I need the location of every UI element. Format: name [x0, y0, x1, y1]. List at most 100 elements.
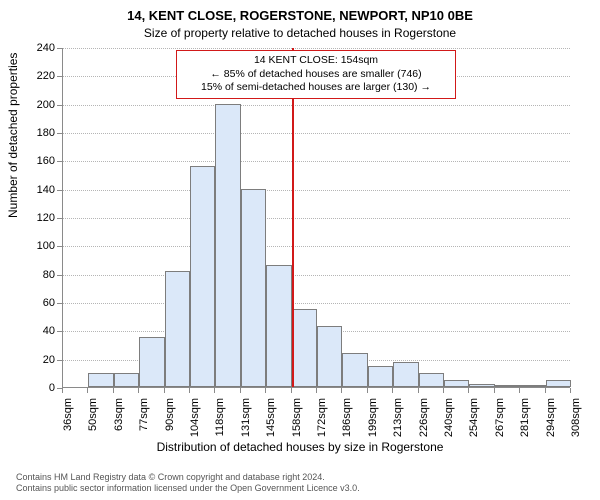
x-tick-label: 172sqm	[316, 398, 328, 448]
y-tick-mark	[57, 76, 62, 77]
x-tick-mark	[443, 388, 444, 393]
gridline	[63, 303, 570, 304]
x-tick-mark	[291, 388, 292, 393]
histogram-bar	[419, 373, 444, 387]
x-tick-label: 213sqm	[392, 398, 404, 448]
x-tick-mark	[240, 388, 241, 393]
x-tick-label: 131sqm	[240, 398, 252, 448]
y-tick-label: 100	[15, 240, 55, 252]
x-tick-label: 104sqm	[189, 398, 201, 448]
footer-line2: Contains public sector information licen…	[16, 483, 360, 494]
x-tick-label: 118sqm	[214, 398, 226, 448]
x-tick-mark	[265, 388, 266, 393]
histogram-bar	[215, 104, 240, 387]
x-tick-mark	[164, 388, 165, 393]
x-tick-label: 77sqm	[138, 398, 150, 448]
y-tick-label: 40	[15, 325, 55, 337]
x-tick-mark	[189, 388, 190, 393]
x-tick-mark	[392, 388, 393, 393]
y-tick-mark	[57, 246, 62, 247]
y-tick-mark	[57, 48, 62, 49]
x-tick-mark	[418, 388, 419, 393]
histogram-bar	[88, 373, 113, 387]
x-tick-label: 199sqm	[367, 398, 379, 448]
x-tick-mark	[316, 388, 317, 393]
gridline	[63, 133, 570, 134]
y-tick-mark	[57, 133, 62, 134]
histogram-bar	[190, 166, 215, 387]
y-tick-mark	[57, 161, 62, 162]
y-tick-mark	[57, 331, 62, 332]
y-tick-label: 120	[15, 212, 55, 224]
footer: Contains HM Land Registry data © Crown c…	[16, 472, 360, 495]
x-tick-label: 226sqm	[418, 398, 430, 448]
histogram-bar	[266, 265, 291, 387]
y-tick-label: 160	[15, 155, 55, 167]
y-tick-label: 60	[15, 297, 55, 309]
y-tick-mark	[57, 105, 62, 106]
gridline	[63, 161, 570, 162]
y-tick-mark	[57, 190, 62, 191]
x-tick-label: 294sqm	[545, 398, 557, 448]
x-tick-label: 254sqm	[468, 398, 480, 448]
y-tick-mark	[57, 360, 62, 361]
x-tick-label: 145sqm	[265, 398, 277, 448]
y-tick-mark	[57, 218, 62, 219]
histogram-bar	[317, 326, 342, 387]
gridline	[63, 105, 570, 106]
chart-title: 14, KENT CLOSE, ROGERSTONE, NEWPORT, NP1…	[0, 8, 600, 23]
histogram-bar	[165, 271, 190, 387]
annotation-line1: 14 KENT CLOSE: 154sqm	[183, 54, 449, 68]
histogram-bar	[546, 380, 571, 387]
histogram-bar	[342, 353, 367, 387]
annotation-line3: 15% of semi-detached houses are larger (…	[183, 81, 449, 95]
x-tick-label: 63sqm	[113, 398, 125, 448]
x-tick-label: 240sqm	[443, 398, 455, 448]
gridline	[63, 48, 570, 49]
gridline	[63, 218, 570, 219]
histogram-bar	[520, 385, 545, 387]
histogram-bar	[292, 309, 317, 387]
histogram-bar	[444, 380, 469, 387]
x-tick-label: 158sqm	[291, 398, 303, 448]
x-tick-label: 281sqm	[519, 398, 531, 448]
histogram-bar	[139, 337, 164, 387]
x-tick-mark	[62, 388, 63, 393]
annotation-line2: ← 85% of detached houses are smaller (74…	[183, 68, 449, 82]
x-tick-mark	[113, 388, 114, 393]
x-tick-mark	[570, 388, 571, 393]
x-tick-mark	[138, 388, 139, 393]
gridline	[63, 275, 570, 276]
y-tick-label: 200	[15, 99, 55, 111]
chart-subtitle: Size of property relative to detached ho…	[0, 26, 600, 40]
y-tick-label: 180	[15, 127, 55, 139]
y-tick-label: 140	[15, 184, 55, 196]
footer-line1: Contains HM Land Registry data © Crown c…	[16, 472, 360, 483]
histogram-bar	[368, 366, 393, 387]
histogram-bar	[495, 385, 520, 387]
x-tick-label: 308sqm	[570, 398, 582, 448]
y-tick-mark	[57, 275, 62, 276]
gridline	[63, 190, 570, 191]
x-tick-mark	[519, 388, 520, 393]
x-tick-mark	[214, 388, 215, 393]
x-tick-mark	[341, 388, 342, 393]
histogram-bar	[393, 362, 418, 388]
y-tick-label: 0	[15, 382, 55, 394]
x-tick-label: 50sqm	[87, 398, 99, 448]
x-tick-label: 36sqm	[62, 398, 74, 448]
y-tick-mark	[57, 303, 62, 304]
plot-area	[62, 48, 570, 388]
x-tick-mark	[494, 388, 495, 393]
y-tick-label: 20	[15, 354, 55, 366]
y-tick-label: 80	[15, 269, 55, 281]
y-tick-label: 220	[15, 70, 55, 82]
x-tick-mark	[87, 388, 88, 393]
x-tick-mark	[367, 388, 368, 393]
figure: 14, KENT CLOSE, ROGERSTONE, NEWPORT, NP1…	[0, 0, 600, 500]
x-tick-mark	[545, 388, 546, 393]
histogram-bar	[241, 189, 266, 387]
x-tick-mark	[468, 388, 469, 393]
y-tick-label: 240	[15, 42, 55, 54]
histogram-bar	[469, 384, 494, 387]
